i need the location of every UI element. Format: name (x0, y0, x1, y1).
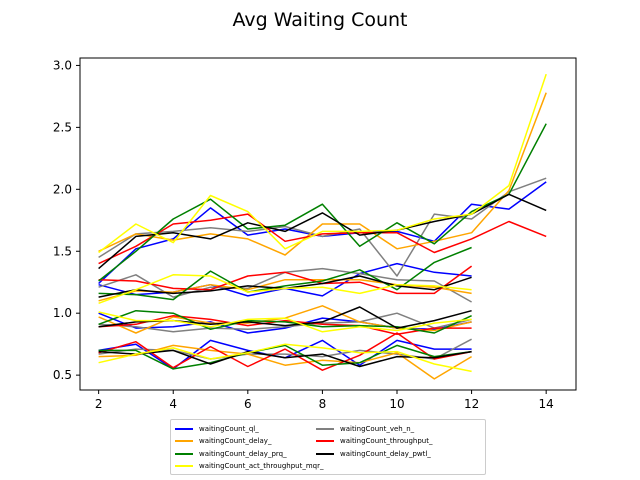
series-line-waitingcount-act-throughput-mqr-2 (98, 274, 472, 305)
x-axis: 2 4 6 8 10 12 14 (95, 390, 554, 411)
series-line-waitingcount-delay-pwtl-4 (98, 349, 472, 368)
x-tick-label: 6 (244, 397, 252, 411)
y-tick-label: 0.5 (53, 368, 72, 382)
x-tick-label: 8 (319, 397, 327, 411)
series-line-waitingcount-delay-prq-1 (98, 123, 547, 282)
series-line-waitingcount-throughput-1 (98, 213, 547, 265)
x-tick-label: 2 (95, 397, 103, 411)
legend-swatch (175, 427, 193, 430)
legend-item: waitingCount_delay_pwtl_ (316, 448, 431, 459)
plot-area (79, 57, 577, 391)
series-line-waitingcount-delay-prq-3 (98, 309, 472, 334)
legend-swatch (175, 452, 193, 455)
series-line-waitingcount-act-throughput-mqr-3 (98, 311, 472, 333)
x-tick-label: 10 (389, 397, 404, 411)
x-tick-label: 12 (464, 397, 479, 411)
legend-item: waitingCount_ql_ (175, 423, 259, 434)
series-line-waitingcount-veh-n-1 (98, 177, 547, 277)
legend-label: waitingCount_delay_pwtl_ (340, 449, 431, 458)
series-line-waitingcount-throughput-3 (98, 314, 472, 336)
series-line-waitingcount-act-throughput-mqr-1 (98, 73, 547, 254)
legend-label: waitingCount_throughput_ (340, 437, 433, 445)
legend-label: waitingCount_delay_ (199, 437, 272, 445)
legend-label: waitingCount_veh_n_ (340, 424, 415, 433)
legend-swatch (175, 465, 193, 467)
legend-swatch (175, 440, 193, 442)
y-tick-label: 2.5 (53, 120, 72, 134)
legend-swatch (316, 452, 334, 455)
legend-swatch (316, 427, 334, 430)
y-axis: 0.5 1.0 1.5 2.0 2.5 3.0 (53, 58, 80, 382)
legend-label: waitingCount_delay_prq_ (199, 449, 287, 458)
y-tick-label: 2.0 (53, 182, 72, 196)
legend-swatch (316, 440, 334, 442)
legend-label: waitingCount_ql_ (199, 424, 259, 433)
series-line-waitingcount-delay-4 (98, 344, 472, 380)
series-line-waitingcount-delay-prq-2 (98, 246, 472, 301)
series-line-waitingcount-delay-prq-4 (98, 344, 472, 370)
chart-title: Avg Waiting Count (232, 9, 407, 31)
legend-item: waitingCount_act_throughput_mqr_ (175, 461, 323, 472)
legend: waitingCount_ql_ waitingCount_veh_n_waiti… (170, 419, 486, 475)
y-tick-label: 1.0 (53, 306, 72, 320)
series-layer (98, 73, 547, 380)
legend-item: waitingCount_veh_n_ (316, 423, 414, 434)
series-line-waitingcount-throughput-2 (98, 265, 473, 295)
legend-item: waitingCount_throughput_ (316, 436, 432, 447)
series-line-waitingcount-veh-n-3 (98, 312, 472, 333)
series-line-waitingcount-act-throughput-mqr-4 (98, 343, 472, 373)
legend-item: waitingCount_delay_prq_ (175, 448, 287, 459)
legend-item: waitingCount_delay_ (175, 436, 271, 447)
x-tick-label: 14 (539, 397, 554, 411)
series-line-waitingcount-throughput-4 (98, 332, 472, 371)
y-tick-label: 1.5 (53, 244, 72, 258)
legend-label: waitingCount_act_throughput_mqr_ (199, 462, 324, 470)
series-line-waitingcount-delay-1 (98, 92, 547, 256)
y-tick-label: 3.0 (53, 58, 72, 72)
x-tick-label: 4 (169, 397, 177, 411)
